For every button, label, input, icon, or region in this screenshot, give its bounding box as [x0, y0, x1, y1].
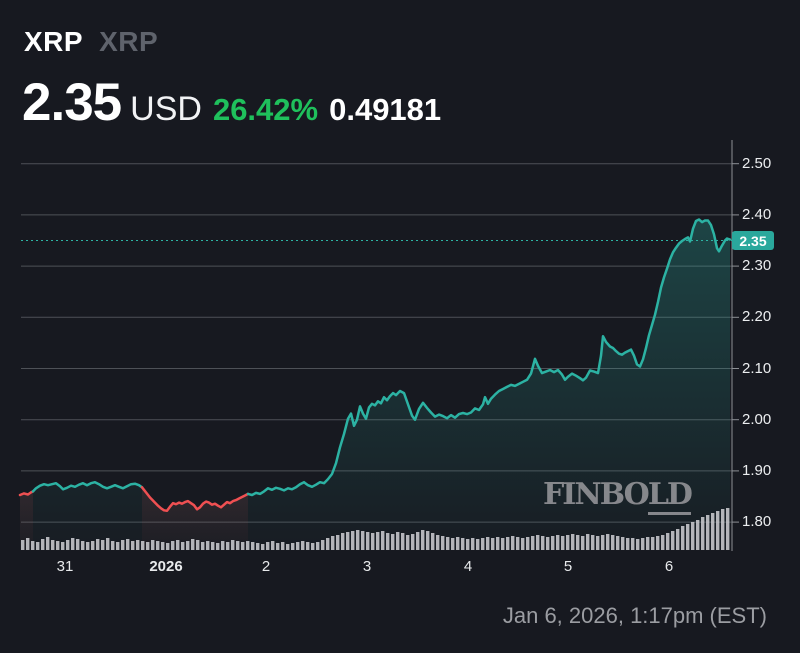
price-currency: USD: [130, 90, 202, 128]
price-change-percent: 26.42%: [212, 92, 319, 127]
x-axis-label: 2: [261, 558, 271, 575]
y-axis-label: 2.40: [742, 205, 772, 223]
y-axis-label: 2.10: [742, 359, 772, 377]
x-axis-label: 2026: [149, 558, 183, 575]
asset-ticker: XRP: [99, 26, 159, 57]
finbold-watermark: FINBOLD: [543, 477, 693, 515]
y-axis-label: 1.90: [742, 461, 772, 479]
y-axis-label: 2.20: [742, 308, 772, 326]
chart-timestamp: Jan 6, 2026, 1:17pm (EST): [502, 603, 767, 628]
y-axis-label: 1.80: [742, 513, 772, 531]
y-axis-label: 2.50: [742, 154, 772, 172]
price-row: 2.35 USD 26.42% 0.49181: [22, 72, 441, 133]
price-change-absolute: 0.49181: [329, 92, 442, 127]
asset-symbol: XRP: [24, 26, 84, 57]
current-price: 2.35: [22, 73, 122, 132]
x-axis-label: 6: [664, 558, 674, 575]
current-price-badge: 2.35: [732, 231, 774, 250]
x-axis-label: 4: [463, 558, 473, 575]
y-axis-label: 2.30: [742, 257, 772, 275]
y-axis-label: 2.00: [742, 410, 772, 428]
price-chart: [18, 140, 739, 551]
asset-title-row: XRP XRP: [24, 26, 158, 58]
x-axis-label: 5: [563, 558, 573, 575]
x-axis-label: 3: [362, 558, 372, 575]
x-axis-label: 31: [56, 558, 74, 575]
